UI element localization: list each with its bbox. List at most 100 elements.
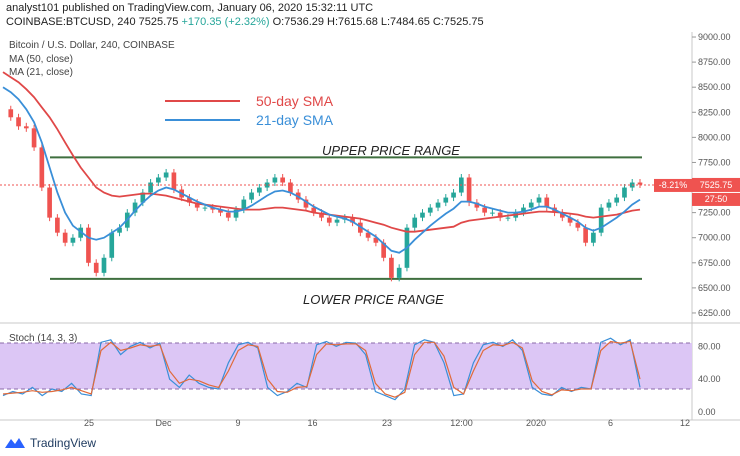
candlesticks bbox=[8, 105, 643, 282]
candle-bull bbox=[249, 192, 254, 200]
time-tick-label: Dec bbox=[155, 418, 172, 428]
time-tick-label: 9 bbox=[235, 418, 240, 428]
stoch-axis-ticks: 0.00 40.00 80.00 bbox=[698, 341, 721, 417]
candle-bear bbox=[381, 242, 386, 258]
time-tick-label: 23 bbox=[382, 418, 392, 428]
candle-bear bbox=[31, 128, 37, 148]
candle-bear bbox=[8, 109, 14, 118]
candle-bear bbox=[86, 227, 91, 263]
candle-bear bbox=[583, 227, 588, 243]
ma50-indicator-label[interactable]: MA (50, close) bbox=[9, 54, 73, 65]
candle-bear bbox=[47, 187, 52, 218]
candle-bear bbox=[210, 207, 216, 210]
candle-bear bbox=[544, 197, 550, 208]
candle-bull bbox=[614, 197, 620, 203]
price-tick-label: 7750.00 bbox=[698, 157, 731, 167]
candle-bear bbox=[93, 262, 99, 273]
candle-bull bbox=[334, 219, 340, 223]
candle-bull bbox=[257, 187, 262, 193]
pct-badge bbox=[654, 178, 692, 192]
price-tick-label: 6500.00 bbox=[698, 283, 731, 293]
price-tick-label: 8250.00 bbox=[698, 107, 731, 117]
candle-bear bbox=[303, 199, 309, 208]
candle-bull bbox=[156, 177, 161, 183]
candle-bull bbox=[435, 202, 441, 208]
price-tick-label: 8500.00 bbox=[698, 82, 731, 92]
footer-brand: TradingView bbox=[30, 436, 97, 450]
candle-bear bbox=[39, 147, 45, 188]
candle-bull bbox=[412, 217, 418, 228]
candle-bull bbox=[443, 197, 449, 203]
candle-bull bbox=[272, 177, 278, 183]
candle-bear bbox=[280, 177, 285, 183]
candle-bull bbox=[606, 202, 612, 208]
candle-bear bbox=[55, 217, 60, 233]
symbol-ohlc-line: COINBASE:BTCUSD, 240 7525.75 +170.35 (+2… bbox=[6, 16, 484, 28]
candle-bull bbox=[241, 199, 247, 210]
stoch-d-line bbox=[2, 340, 641, 398]
candle-bear bbox=[218, 209, 223, 213]
sma50-legend-label: 50-day SMA bbox=[256, 93, 334, 109]
stoch-tick-label: 40.00 bbox=[698, 374, 721, 384]
countdown-badge bbox=[692, 192, 740, 206]
price-tick-label: 9000.00 bbox=[698, 32, 731, 42]
stoch-tick-label: 80.00 bbox=[698, 341, 721, 351]
candle-bear bbox=[62, 232, 68, 243]
candle-bear bbox=[326, 217, 332, 223]
candle-bear bbox=[466, 177, 472, 203]
price-tick-label: 8750.00 bbox=[698, 57, 731, 67]
candle-bull bbox=[505, 217, 511, 219]
candle-bear bbox=[225, 212, 231, 218]
candle-bull bbox=[591, 232, 596, 243]
candle-bear bbox=[497, 212, 503, 218]
candle-bull bbox=[109, 232, 115, 258]
ma50-line bbox=[2, 71, 641, 233]
stoch-label[interactable]: Stoch (14, 3, 3) bbox=[9, 333, 78, 344]
candle-bull bbox=[420, 212, 425, 218]
candle-bull bbox=[163, 172, 169, 178]
candle-bear bbox=[567, 217, 573, 223]
tradingview-logo-icon bbox=[5, 438, 25, 448]
tradingview-footer[interactable]: TradingView bbox=[4, 436, 96, 450]
candle-bear bbox=[187, 197, 192, 203]
time-tick-label: 16 bbox=[307, 418, 317, 428]
candle-bear bbox=[194, 202, 200, 208]
candle-bear bbox=[288, 182, 293, 193]
time-tick-label: 12:00 bbox=[450, 418, 473, 428]
publish-info: analyst101 published on TradingView.com,… bbox=[6, 2, 374, 14]
pct-badge-text: -8.21% bbox=[659, 180, 688, 190]
sma21-legend-label: 21-day SMA bbox=[256, 112, 334, 128]
candle-bear bbox=[16, 117, 21, 127]
price-change: +170.35 (+2.32%) bbox=[181, 16, 270, 28]
candle-bull bbox=[117, 227, 122, 233]
price-tick-label: 7000.00 bbox=[698, 233, 731, 243]
candle-bear bbox=[350, 217, 355, 223]
ma21-indicator-label[interactable]: MA (21, close) bbox=[9, 67, 73, 78]
candle-bull bbox=[490, 212, 495, 214]
price-badge bbox=[692, 177, 740, 192]
time-tick-label: 6 bbox=[608, 418, 613, 428]
candle-bear bbox=[319, 212, 324, 218]
ma21-line bbox=[2, 86, 641, 254]
upper-range-label: UPPER PRICE RANGE bbox=[322, 143, 460, 158]
candle-bear bbox=[474, 202, 480, 208]
price-tick-label: 8000.00 bbox=[698, 132, 731, 142]
stoch-k-line bbox=[2, 337, 641, 401]
candle-bear bbox=[171, 172, 177, 190]
ohlc-values: O:7536.29 H:7615.68 L:7484.65 C:7525.75 bbox=[272, 16, 484, 28]
stoch-band bbox=[0, 343, 692, 389]
candle-bull bbox=[521, 207, 526, 213]
candle-bull bbox=[451, 192, 456, 198]
price-tick-label: 6250.00 bbox=[698, 308, 731, 318]
candle-bull bbox=[528, 202, 534, 208]
candle-bull bbox=[396, 267, 402, 278]
candle-bear bbox=[365, 232, 371, 238]
candle-bull bbox=[598, 207, 604, 233]
time-tick-label: 12 bbox=[680, 418, 690, 428]
last-price: 7525.75 bbox=[138, 16, 179, 28]
candle-bear bbox=[482, 207, 487, 213]
candle-bull bbox=[264, 182, 270, 188]
candle-bull bbox=[536, 197, 542, 203]
candle-bull bbox=[101, 257, 107, 273]
